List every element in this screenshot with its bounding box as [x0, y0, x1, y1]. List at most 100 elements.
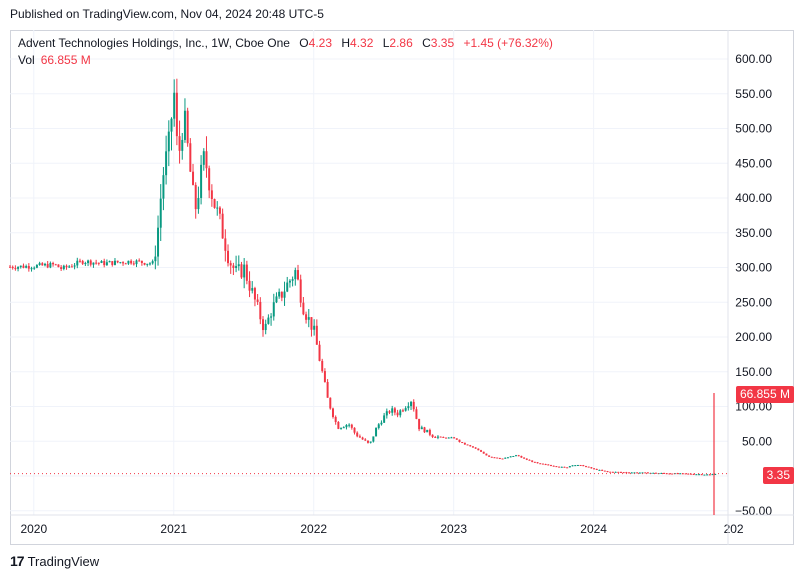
candle-body: [568, 466, 571, 468]
candle-body: [488, 455, 491, 457]
candle-body: [458, 439, 461, 443]
candle-body: [256, 299, 259, 302]
candle-body: [706, 474, 709, 476]
candle-body: [294, 270, 297, 280]
candle-body: [633, 472, 636, 474]
candle-body: [571, 465, 574, 467]
candle-body: [461, 442, 464, 444]
candle-body: [46, 263, 49, 268]
candle-body: [393, 408, 396, 413]
candle-body: [296, 270, 299, 280]
symbol-title[interactable]: Advent Technologies Holdings, Inc., 1W, …: [18, 36, 290, 50]
candle-body: [439, 436, 442, 438]
candle-body: [593, 468, 596, 470]
candle-body: [361, 437, 364, 440]
candle-body: [299, 279, 302, 303]
candle-body: [692, 474, 695, 476]
y-tick-label: 100.00: [735, 400, 772, 414]
low-label: L: [382, 36, 390, 50]
candle-body: [566, 467, 569, 469]
candle-body: [563, 466, 566, 468]
candle-body: [576, 464, 579, 466]
candle-body: [550, 465, 553, 467]
candle-body: [84, 263, 87, 265]
candle-body: [541, 463, 544, 465]
candle-body: [326, 382, 329, 398]
candle-body: [383, 415, 386, 423]
volume-badge: 66.855 M: [735, 386, 794, 403]
candle-body: [652, 472, 655, 474]
candle-body: [345, 424, 348, 428]
candle-body: [127, 260, 130, 264]
candle-body: [528, 459, 531, 461]
candle-body: [399, 410, 402, 416]
candle-body: [138, 260, 141, 262]
candle-body: [377, 424, 380, 429]
y-tick-label: 300.00: [735, 261, 772, 275]
candle-body: [714, 473, 717, 475]
y-tick-label: 400.00: [735, 191, 772, 205]
candle-body: [353, 427, 356, 433]
candle-body: [617, 471, 620, 473]
candle-body: [323, 371, 326, 383]
x-tick-label: 202: [724, 522, 744, 536]
volume-bar: [713, 393, 716, 515]
candle-body: [132, 263, 135, 265]
candle-body: [41, 263, 44, 266]
candle-body: [509, 456, 512, 458]
candle-body: [587, 466, 590, 468]
candle-body: [493, 457, 496, 459]
candle-body: [625, 472, 628, 474]
volume-legend: Vol 66.855 M: [18, 53, 91, 67]
candle-body: [216, 207, 219, 209]
candle-body: [43, 263, 46, 266]
candle-body: [358, 436, 361, 438]
candle-body: [595, 468, 598, 470]
candle-body: [305, 314, 308, 320]
candle-body: [202, 151, 205, 165]
candle-body: [539, 463, 542, 465]
candle-body: [598, 469, 601, 471]
candle-body: [401, 410, 404, 412]
volume-value: 66.855 M: [40, 53, 91, 67]
y-tick-label: 150.00: [735, 365, 772, 379]
chart-frame[interactable]: [10, 30, 794, 545]
candle-body: [463, 442, 466, 445]
candle-body: [391, 408, 394, 413]
candle-body: [208, 168, 211, 191]
candle-body: [687, 473, 690, 475]
volume-label[interactable]: Vol: [18, 53, 35, 67]
candle-body: [695, 474, 698, 476]
open-label: O: [299, 36, 309, 50]
candle-body: [523, 457, 526, 459]
candle-body: [65, 265, 68, 268]
candle-body: [372, 436, 375, 442]
tradingview-brand[interactable]: 17 TradingView: [10, 553, 99, 569]
candle-body: [574, 465, 577, 467]
candle-body: [622, 472, 625, 474]
candle-body: [407, 406, 410, 409]
candle-body: [698, 474, 701, 476]
y-tick-label: 50.00: [742, 434, 772, 448]
candle-body: [638, 472, 641, 474]
candle-body: [213, 199, 216, 208]
candle-body: [251, 288, 254, 291]
candle-body: [192, 171, 195, 185]
candle-body: [420, 427, 423, 430]
candle-body: [477, 448, 480, 451]
candle-body: [412, 401, 415, 410]
high-value: 4.32: [350, 36, 374, 50]
candle-body: [609, 471, 612, 473]
candle-body: [654, 472, 657, 474]
candle-body: [676, 473, 679, 475]
high-label: H: [341, 36, 351, 50]
candle-body: [480, 450, 483, 452]
candle-body: [471, 446, 474, 448]
candle-body: [262, 319, 265, 331]
candle-body: [453, 437, 456, 439]
candle-body: [636, 472, 639, 474]
candle-body: [235, 266, 238, 268]
candle-body: [183, 110, 186, 140]
candle-body: [130, 260, 133, 264]
